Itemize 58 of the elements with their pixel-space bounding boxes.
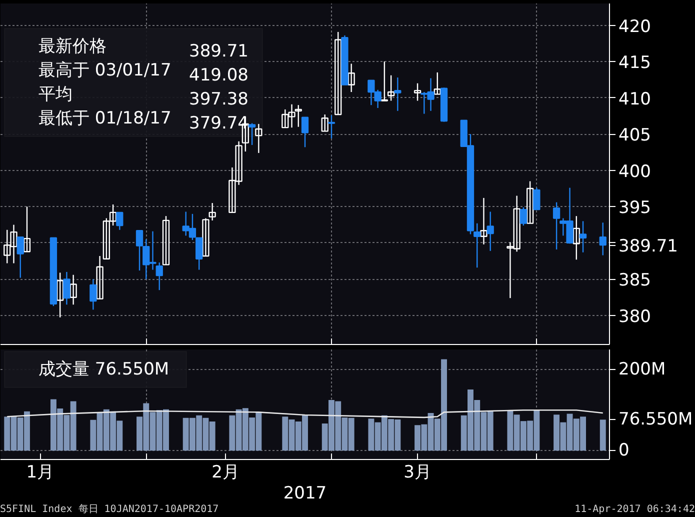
- text: 11-Apr-2017 06:34:42: [574, 503, 695, 517]
- candlestick: [387, 74, 395, 102]
- y-tick-label: 420: [618, 16, 651, 37]
- candlestick: [579, 220, 587, 253]
- candlestick: [90, 278, 97, 310]
- bar: [600, 420, 606, 451]
- candlestick: [23, 206, 31, 252]
- annotation: 389.71: [189, 42, 248, 62]
- candlestick: [572, 215, 580, 260]
- y-tick-label: 380: [618, 306, 651, 327]
- line-series: [6, 410, 604, 418]
- text: S5FINL Index 每日 10JAN2017-10APR2017: [0, 503, 219, 517]
- candlestick: [486, 211, 494, 252]
- candlestick: [328, 114, 336, 140]
- candlestick: [552, 202, 560, 250]
- annotation: 最高于 03/01/17 419.08: [38, 60, 248, 86]
- candlestick: [414, 82, 422, 102]
- candlestick: [434, 72, 441, 95]
- x-tick-label: 2月: [212, 462, 240, 482]
- candlestick: [208, 202, 216, 222]
- y-tick-label: 400: [618, 162, 651, 182]
- y-tick-label: 76.550M: [618, 410, 693, 430]
- candlestick: [526, 180, 534, 224]
- candlestick: [156, 262, 163, 291]
- y-tick-label: 415: [618, 53, 651, 74]
- candlestick: [480, 197, 488, 245]
- candlestick: [248, 122, 256, 146]
- y-tick-label: 0: [618, 440, 630, 461]
- candlestick: [16, 236, 24, 278]
- candlestick: [394, 76, 402, 112]
- y-tick-label: 385: [618, 270, 651, 291]
- annotation: 成交量 76.550M: [38, 360, 170, 380]
- text: 最新价格: [38, 36, 106, 56]
- candlestick: [380, 60, 388, 102]
- candlestick: [70, 274, 77, 306]
- candlestick: [348, 63, 355, 93]
- candlestick: [599, 222, 606, 256]
- y-tick-label: 395: [618, 198, 651, 218]
- y-tick-label: 200M: [618, 360, 666, 380]
- candlestick: [162, 215, 170, 266]
- y-tick-label: 410: [618, 89, 651, 110]
- candlestick: [202, 218, 210, 257]
- candlestick: [520, 206, 528, 226]
- text: 389.71: [618, 236, 678, 257]
- candlestick: [116, 212, 124, 230]
- text: 平均 397.38: [38, 84, 248, 110]
- candlestick: [301, 116, 309, 148]
- candlestick: [96, 255, 104, 300]
- candlestick: [56, 272, 64, 318]
- x-axis-title: 2017: [283, 484, 327, 504]
- candlestick: [255, 123, 262, 154]
- candlestick: [63, 271, 70, 306]
- x-tick-label: 3月: [404, 462, 432, 482]
- candlestick: [533, 187, 540, 210]
- candlestick: [334, 31, 342, 116]
- x-tick-label: 1月: [26, 462, 54, 482]
- y-tick-label: 405: [618, 126, 651, 146]
- candlestick: [321, 114, 328, 132]
